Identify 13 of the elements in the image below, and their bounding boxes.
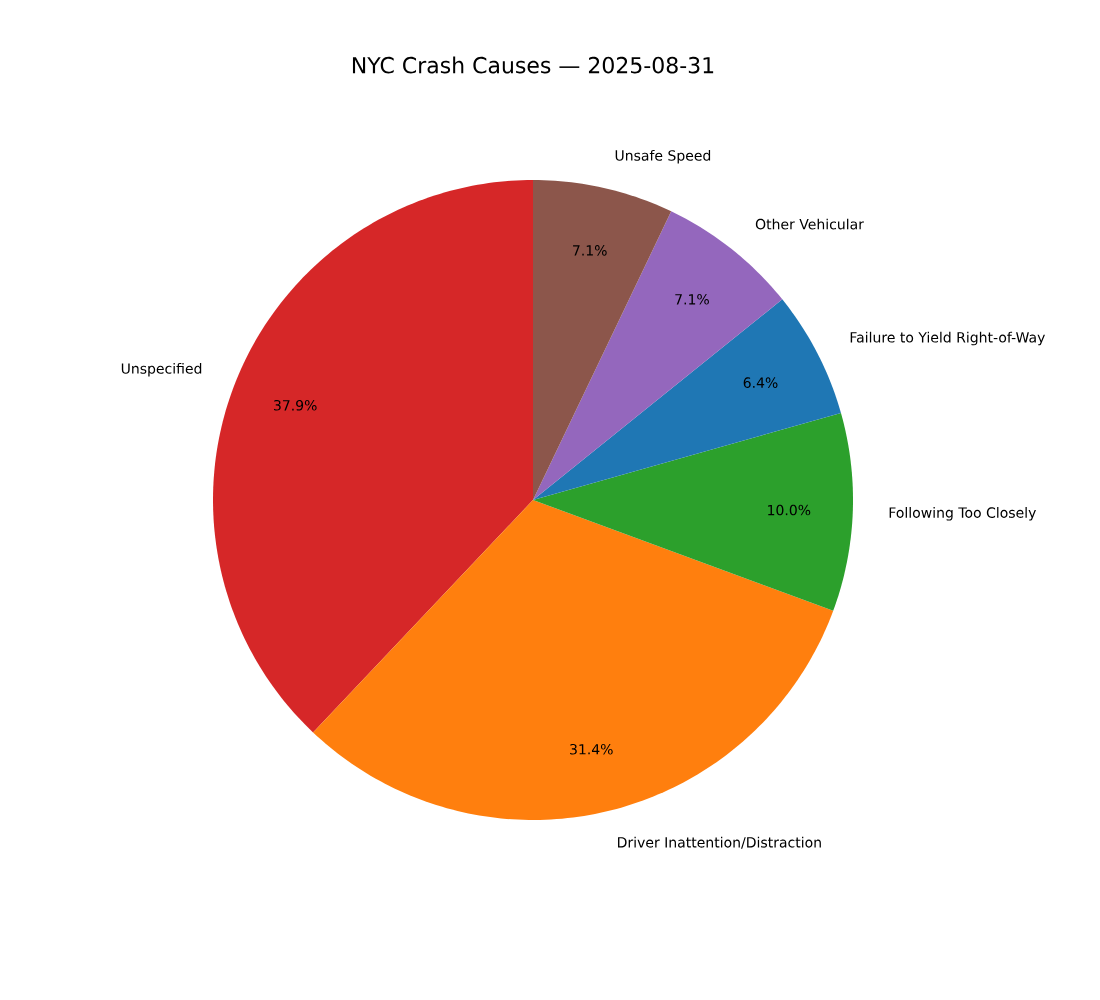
data-label: 7.1% bbox=[573, 245, 607, 256]
data-label: 6.4% bbox=[743, 377, 778, 388]
data-label: 31.4% bbox=[570, 743, 613, 755]
chart-title: NYC Crash Causes — 2025-08-31 bbox=[352, 56, 714, 74]
slice-label: Other Vehicular bbox=[755, 218, 864, 230]
slice-label: Unsafe Speed bbox=[615, 149, 711, 164]
data-label: 37.9% bbox=[274, 399, 317, 411]
data-label: 7.1% bbox=[675, 293, 709, 305]
slice-label: Driver Inattention/Distraction bbox=[618, 836, 821, 849]
slice-label: Following Too Closely bbox=[889, 507, 1036, 521]
data-label: 10.0% bbox=[768, 504, 811, 516]
slice-label: Failure to Yield Right-of-Way bbox=[850, 331, 1045, 346]
slice-label: Unspecified bbox=[121, 362, 202, 377]
